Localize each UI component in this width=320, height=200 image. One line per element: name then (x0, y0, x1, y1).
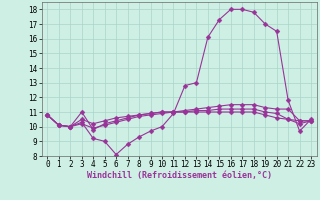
X-axis label: Windchill (Refroidissement éolien,°C): Windchill (Refroidissement éolien,°C) (87, 171, 272, 180)
